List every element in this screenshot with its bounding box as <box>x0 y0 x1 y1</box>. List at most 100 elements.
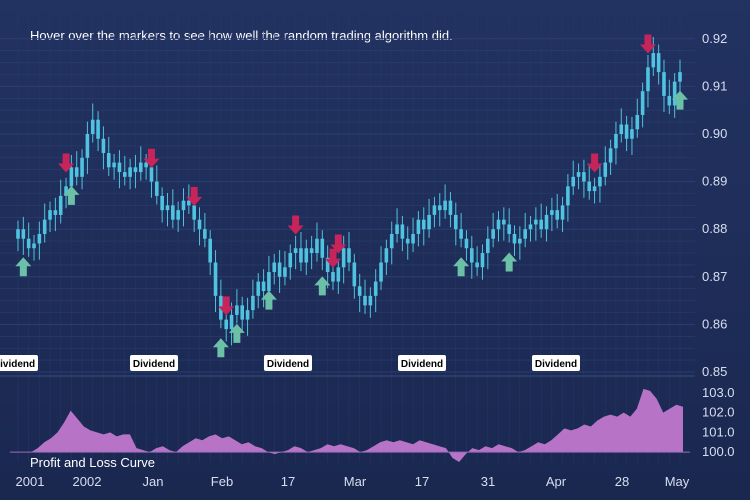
candle-body <box>608 148 613 163</box>
candle-body <box>309 248 314 253</box>
candle-body <box>176 210 180 220</box>
candle <box>656 44 661 85</box>
candle <box>475 246 479 276</box>
candle-body <box>368 295 373 306</box>
candle <box>512 225 517 256</box>
candle <box>480 244 485 280</box>
candle-body <box>443 200 447 211</box>
candle <box>587 165 592 200</box>
candle <box>261 269 266 308</box>
candle-body <box>363 295 367 306</box>
candle <box>341 235 346 284</box>
candle-body <box>261 281 266 292</box>
candle-body <box>53 210 58 215</box>
x-tick-label: 2002 <box>73 474 102 489</box>
candle <box>624 115 629 152</box>
candle <box>630 116 634 155</box>
candle <box>128 158 132 190</box>
y-tick-label: 0.86 <box>702 316 727 331</box>
candle-body <box>560 205 565 220</box>
candle <box>667 79 672 115</box>
candle <box>336 258 341 294</box>
candle <box>26 222 31 257</box>
candle <box>320 230 325 271</box>
candle <box>507 208 511 243</box>
candle <box>528 215 533 242</box>
sell-marker <box>639 34 656 54</box>
dividend-label: Dividend <box>267 359 309 370</box>
candle <box>80 149 84 190</box>
dividend-marker: Dividend <box>398 355 446 371</box>
candle <box>197 207 202 246</box>
candle <box>405 226 410 260</box>
candle-body <box>235 305 239 315</box>
dividend-box <box>130 355 178 371</box>
y-tick-label: 103.0 <box>702 385 735 400</box>
candle <box>416 211 421 247</box>
candle-body <box>614 134 618 149</box>
candle-body <box>411 233 415 244</box>
candle <box>58 179 63 224</box>
candle-body <box>112 162 116 168</box>
candle <box>85 121 90 174</box>
candle-body <box>224 319 229 330</box>
candle <box>560 196 565 233</box>
candle <box>566 173 570 222</box>
candle <box>240 296 245 333</box>
dividend-box <box>264 355 312 371</box>
candle-body <box>304 248 309 263</box>
candle <box>523 213 527 248</box>
x-axis: 2001 2002 Jan Feb 17 Mar 17 31 Apr 28 May <box>16 474 690 489</box>
dividend-marker: Dividend <box>0 355 38 371</box>
candle <box>672 73 677 118</box>
candle <box>635 98 640 138</box>
dividend-marker: Dividend <box>532 355 580 371</box>
candle <box>592 177 597 204</box>
candle <box>144 153 148 180</box>
x-tick-label: 2001 <box>16 474 45 489</box>
candle-body <box>630 129 634 139</box>
candle <box>357 273 362 313</box>
candle <box>400 215 405 252</box>
candle-body <box>32 243 36 249</box>
candle-body <box>544 214 549 230</box>
candle-body <box>576 172 581 177</box>
candle-body <box>117 162 122 173</box>
candle-body <box>144 162 148 168</box>
candle-body <box>518 238 522 244</box>
candle <box>491 213 495 248</box>
candle-body <box>341 248 346 268</box>
candle <box>614 121 618 165</box>
candle-body <box>128 167 132 177</box>
candle-body <box>208 238 212 263</box>
candle <box>379 246 383 291</box>
candle-body <box>432 205 437 215</box>
candle-body <box>523 229 527 239</box>
y-axis-main: 0.92 0.91 0.90 0.89 0.88 0.87 0.86 0.85 <box>702 31 727 379</box>
buy-marker <box>501 252 518 272</box>
candle <box>293 235 298 270</box>
candle-body <box>512 233 517 244</box>
candle <box>32 234 36 261</box>
candle <box>160 187 164 223</box>
y-tick-label: 100.0 <box>702 444 735 459</box>
candle-body <box>459 229 463 239</box>
candle-body <box>357 286 362 296</box>
trade-markers <box>15 34 688 358</box>
candle <box>272 253 277 285</box>
x-tick-label: Feb <box>211 474 233 489</box>
candle-body <box>181 200 186 211</box>
candle <box>534 207 538 241</box>
candle-body <box>96 119 100 139</box>
y-tick-label: 0.90 <box>702 126 727 141</box>
candle <box>16 220 20 252</box>
candle <box>304 239 309 275</box>
candle-body <box>347 248 351 263</box>
candle-body <box>149 167 154 182</box>
candle <box>42 203 47 243</box>
candle-body <box>21 229 26 239</box>
candle-body <box>384 248 389 263</box>
candle <box>550 197 554 232</box>
candle <box>176 201 180 233</box>
